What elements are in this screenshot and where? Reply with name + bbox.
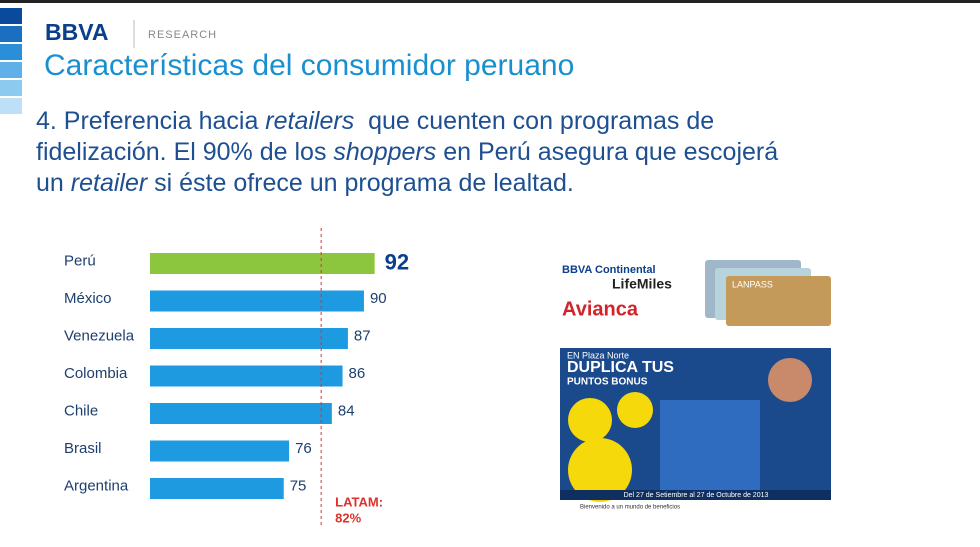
body-run: 4. Preferencia hacia <box>36 107 266 135</box>
card-label: LANPASS <box>732 279 773 289</box>
value-label: 90 <box>370 290 387 307</box>
smiley <box>617 392 653 428</box>
body-run: si éste ofrece un programa de lealtad. <box>147 169 574 197</box>
bank-logo: BBVA Continental <box>562 264 656 276</box>
bar <box>150 440 290 462</box>
ad-date-bar <box>560 490 831 500</box>
bag <box>660 400 760 490</box>
smiley <box>568 438 632 502</box>
ad-top: EN Plaza Norte <box>567 350 629 360</box>
bar <box>150 253 375 274</box>
airline-logo: Avianca <box>562 298 639 320</box>
card <box>726 276 831 326</box>
value-label: 86 <box>349 365 366 382</box>
body-run: en Perú asegura que escojerá <box>436 138 779 166</box>
body-text: 4. Preferencia hacia retailers que cuent… <box>36 106 778 199</box>
value-label: 92 <box>385 249 409 274</box>
bar <box>150 328 348 349</box>
bar <box>150 478 284 499</box>
smiley <box>568 398 612 442</box>
category-label: Chile <box>64 402 98 419</box>
reference-label: LATAM: <box>335 494 383 509</box>
body-line: un retailer si éste ofrece un programa d… <box>36 168 778 199</box>
category-label: Argentina <box>64 477 129 494</box>
value-label: 75 <box>290 477 307 494</box>
body-run: shoppers <box>333 138 437 166</box>
body-run: retailers <box>265 107 355 135</box>
body-run: un <box>36 169 71 197</box>
value-label: 84 <box>338 402 355 419</box>
program-logo: LifeMiles <box>612 276 672 292</box>
bar <box>150 290 364 312</box>
side-blocks <box>0 8 22 114</box>
value-label: 87 <box>354 327 371 344</box>
section: RESEARCH <box>148 29 217 41</box>
category-label: Colombia <box>64 365 128 382</box>
top-border <box>0 0 980 3</box>
body-line: 4. Preferencia hacia retailers que cuent… <box>36 106 778 137</box>
ad-dates: Del 27 de Setiembre al 27 de Octubre de … <box>624 492 769 499</box>
slide-title: Características del consumidor peruano <box>44 49 574 82</box>
ad-image: EN Plaza Norte DUPLICA TUS PUNTOS BONUS … <box>560 348 831 511</box>
bar <box>150 403 332 424</box>
chart: Perú 92 México 90 Venezuela 87 Colombia 86 Chile… <box>64 228 409 527</box>
ad-note: Bienvenido a un mundo de beneficios <box>580 505 680 511</box>
body-run: que cuenten con programas de <box>354 107 715 135</box>
logo: BBVA <box>45 19 108 45</box>
category-label: Venezuela <box>64 327 135 344</box>
woman <box>768 358 812 402</box>
category-label: Perú <box>64 252 96 269</box>
bar <box>150 365 343 387</box>
ad-sub: PUNTOS BONUS <box>567 377 648 388</box>
body-run: retailer <box>70 169 148 197</box>
body-line: fidelización. El 90% de los shoppers en … <box>36 137 778 168</box>
category-label: Brasil <box>64 440 102 457</box>
body-run: fidelización. El 90% de los <box>36 138 334 166</box>
value-label: 76 <box>295 440 312 457</box>
reference-value: 82% <box>335 510 361 525</box>
category-label: México <box>64 290 112 307</box>
logos-image: BBVA Continental LifeMiles Avianca LANPA… <box>562 260 831 326</box>
ad-headline: DUPLICA TUS <box>567 359 674 376</box>
